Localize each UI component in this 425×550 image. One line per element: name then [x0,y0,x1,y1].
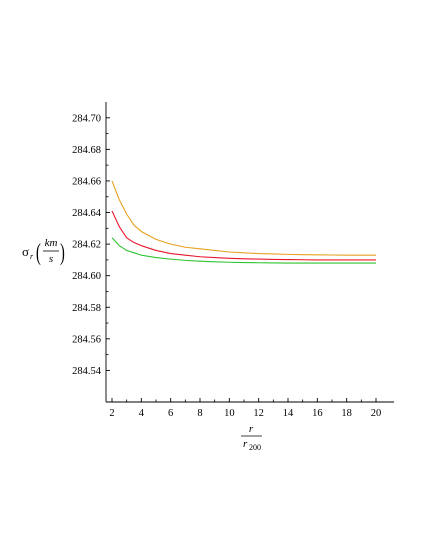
y-tick-label: 284.62 [72,240,101,251]
x-tick-label: 4 [139,408,145,419]
y-label-open-paren: ( [36,239,41,266]
y-tick-label: 284.64 [72,208,102,219]
x-tick-label: 10 [224,408,235,419]
series-line [111,180,376,256]
x-tick-label: 18 [341,408,352,419]
y-tick-label: 284.56 [72,334,101,345]
y-label-unit-numerator: km [45,237,58,249]
y-tick-label: 284.68 [72,145,101,156]
y-tick-label: 284.54 [72,366,102,377]
x-tick-label: 14 [283,408,294,419]
x-tick-label: 2 [109,408,114,419]
plot-series [111,180,376,264]
y-tick-label: 284.58 [72,303,101,314]
plot-axes: 284.54 284.56 284.58 284.60 284.62 284.64 284.… [72,102,394,419]
x-label-numerator: r [249,423,254,435]
y-label-unit-denominator: s [49,253,53,265]
x-tick-label: 8 [197,408,202,419]
x-tick-label: 6 [168,408,173,419]
y-tick-label: 284.66 [72,176,101,187]
y-label-symbol: σ [22,244,29,259]
y-label-subscript: r [30,252,34,261]
x-axis-label: r r 200 [241,423,262,452]
x-tick-label: 20 [371,408,382,419]
y-label-close-paren: ) [60,239,65,266]
y-tick-label: 284.60 [72,271,101,282]
x-label-denominator-subscript: 200 [249,443,261,452]
series-line [111,237,376,264]
x-tick-label: 12 [253,408,264,419]
y-tick-label: 284.70 [72,113,101,124]
series-line [111,210,376,261]
x-tick-label: 16 [312,408,323,419]
y-axis-label: σ r ( km s ) [22,237,65,266]
x-label-denominator: r [243,438,248,450]
